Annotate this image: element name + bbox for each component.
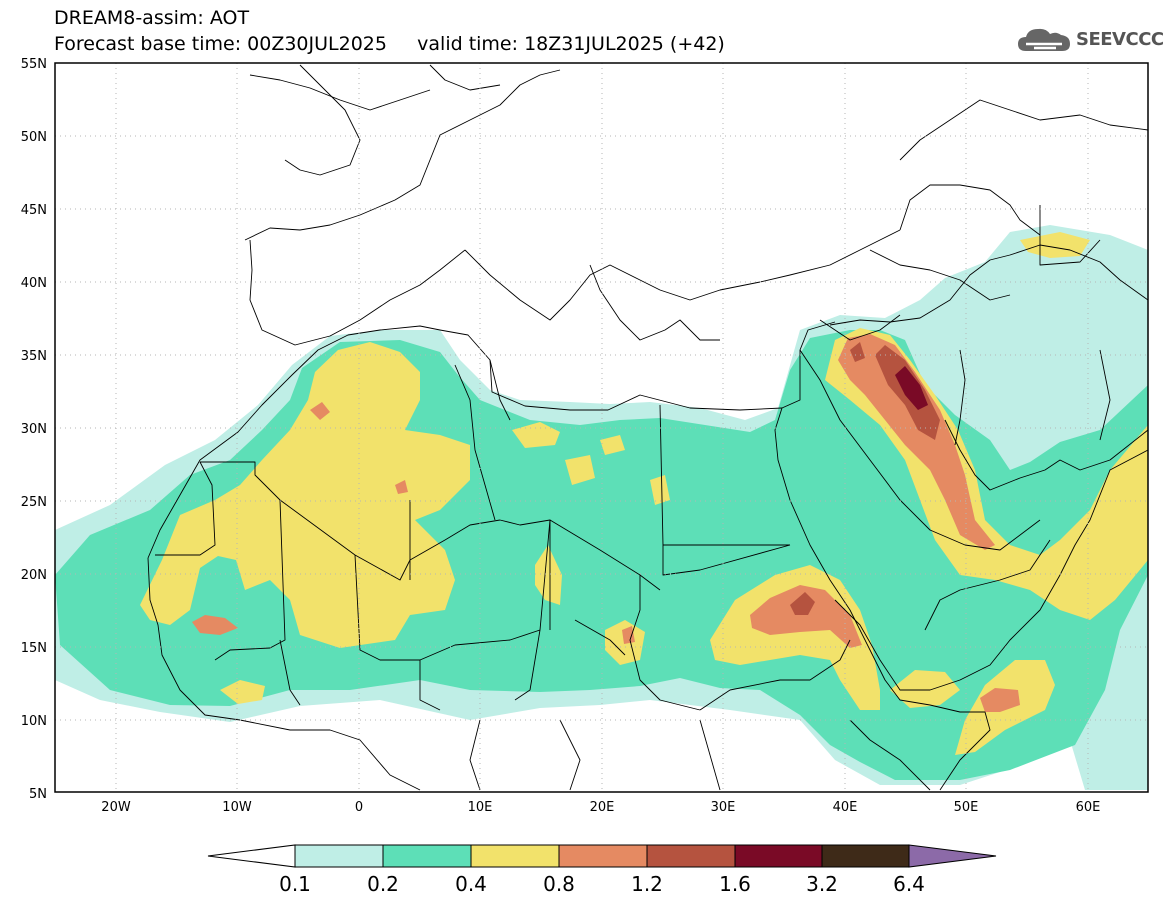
colorbar-segment (470, 844, 560, 868)
colorbar-segment (382, 844, 472, 868)
country-borders (147, 64, 1148, 791)
lon-label: 20E (590, 800, 615, 815)
aot-field (55, 225, 1148, 790)
colorbar-segment (646, 844, 736, 868)
colorbar-under-arrow (207, 844, 296, 868)
lon-label: 10E (468, 800, 493, 815)
colorbar-segment (821, 844, 910, 868)
lon-label: 50E (954, 800, 979, 815)
lon-label: 0 (355, 800, 363, 815)
map-frame (54, 62, 1149, 793)
colorbar-segment (294, 844, 384, 868)
colorbar-segment (734, 844, 823, 868)
lat-label: 30N (21, 422, 47, 437)
cloud-icon (1018, 28, 1070, 51)
chart-title: DREAM8-assim: AOT (54, 7, 250, 29)
lat-label: 5N (29, 787, 47, 802)
logo-text: SEEVCCC (1076, 28, 1164, 50)
colorbar-label: 6.4 (893, 872, 925, 896)
colorbar-label: 0.2 (367, 872, 399, 896)
lon-label: 40E (833, 800, 858, 815)
colorbar-label: 1.2 (631, 872, 663, 896)
lon-label: 20W (101, 800, 131, 815)
chart-subtitle: Forecast base time: 00Z30JUL2025 valid t… (54, 33, 725, 55)
lon-axis-labels: 20W 10W 0 10E 20E 30E 40E 50E 60E (101, 800, 1100, 815)
colorbar-segment (558, 844, 648, 868)
colorbar-label: 3.2 (806, 872, 838, 896)
colorbar-label: 0.1 (279, 872, 311, 896)
colorbar-label: 0.8 (543, 872, 575, 896)
lon-label: 60E (1076, 800, 1101, 815)
seevccc-logo: SEEVCCC (1016, 22, 1164, 56)
lat-label: 15N (21, 641, 47, 656)
lat-label: 25N (21, 495, 47, 510)
colorbar-labels: 0.1 0.2 0.4 0.8 1.2 1.6 3.2 6.4 (279, 872, 925, 896)
lat-label: 20N (21, 568, 47, 583)
lat-label: 10N (21, 714, 47, 729)
lat-label: 40N (21, 276, 47, 291)
lon-label: 10W (222, 800, 252, 815)
colorbar-label: 1.6 (719, 872, 751, 896)
colorbar-over-arrow (908, 844, 997, 868)
lat-label: 50N (21, 130, 47, 145)
colorbar-label: 0.4 (455, 872, 487, 896)
lat-label: 55N (21, 57, 47, 72)
lat-label: 45N (21, 203, 47, 218)
lon-label: 30E (711, 800, 736, 815)
lat-label: 35N (21, 349, 47, 364)
colorbar (207, 844, 997, 868)
lat-axis-labels: 55N 50N 45N 40N 35N 30N 25N 20N 15N 10N … (21, 57, 47, 802)
